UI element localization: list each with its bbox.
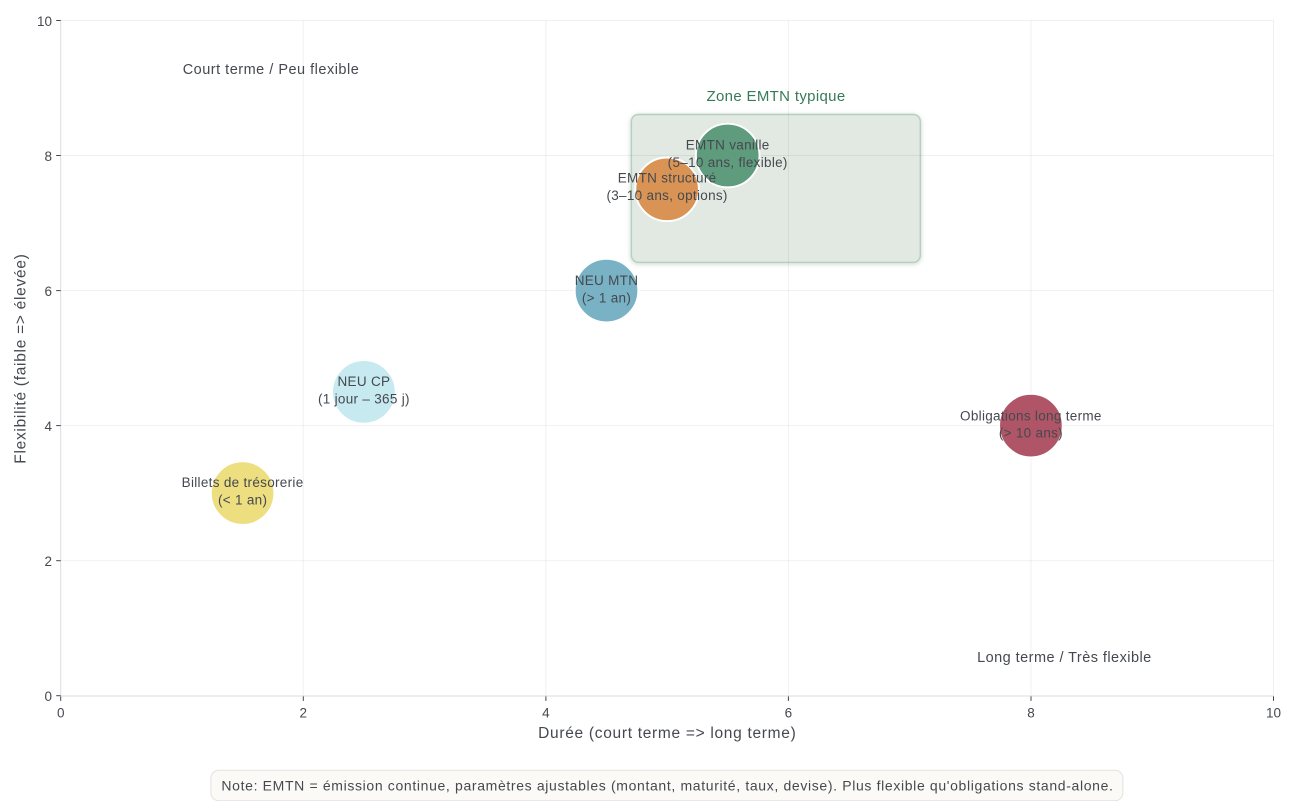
svg-text:NEU MTN: NEU MTN (575, 273, 639, 288)
svg-text:2: 2 (300, 706, 308, 721)
svg-text:Court terme / Peu flexible: Court terme / Peu flexible (183, 62, 360, 78)
svg-text:(> 10 ans): (> 10 ans) (999, 426, 1063, 441)
svg-text:Zone EMTN typique: Zone EMTN typique (707, 88, 846, 105)
svg-text:8: 8 (44, 149, 52, 164)
svg-text:10: 10 (1266, 706, 1281, 721)
svg-text:2: 2 (44, 554, 52, 569)
svg-text:EMTN vanille: EMTN vanille (686, 138, 770, 153)
svg-text:Durée (court terme => long ter: Durée (court terme => long terme) (538, 725, 796, 742)
svg-text:0: 0 (57, 706, 65, 721)
svg-text:Obligations long terme: Obligations long terme (960, 409, 1102, 424)
svg-text:(5–10 ans, flexible): (5–10 ans, flexible) (668, 155, 788, 170)
svg-text:Flexibilité (faible => élevée): Flexibilité (faible => élevée) (13, 253, 30, 463)
svg-text:0: 0 (44, 689, 52, 704)
svg-text:EMTN structuré: EMTN structuré (618, 171, 717, 186)
svg-text:NEU CP: NEU CP (337, 374, 390, 389)
svg-text:(< 1 an): (< 1 an) (218, 492, 267, 507)
svg-text:6: 6 (44, 284, 52, 299)
svg-text:(> 1 an): (> 1 an) (582, 290, 631, 305)
svg-text:(1 jour – 365 j): (1 jour – 365 j) (318, 391, 410, 406)
svg-text:Long terme / Très flexible: Long terme / Très flexible (977, 650, 1152, 666)
svg-text:4: 4 (542, 706, 550, 721)
svg-text:Billets de trésorerie: Billets de trésorerie (182, 475, 304, 490)
svg-text:10: 10 (37, 14, 52, 29)
svg-text:Note: EMTN = émission continue: Note: EMTN = émission continue, paramètr… (221, 778, 1113, 794)
svg-text:8: 8 (1027, 706, 1035, 721)
svg-text:(3–10 ans, options): (3–10 ans, options) (606, 188, 727, 203)
svg-text:4: 4 (44, 419, 52, 434)
svg-text:6: 6 (785, 706, 793, 721)
